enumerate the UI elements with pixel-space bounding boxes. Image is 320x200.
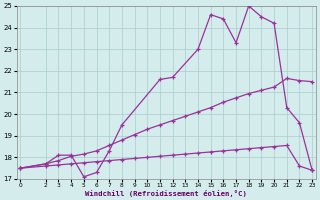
X-axis label: Windchill (Refroidissement éolien,°C): Windchill (Refroidissement éolien,°C): [85, 190, 247, 197]
